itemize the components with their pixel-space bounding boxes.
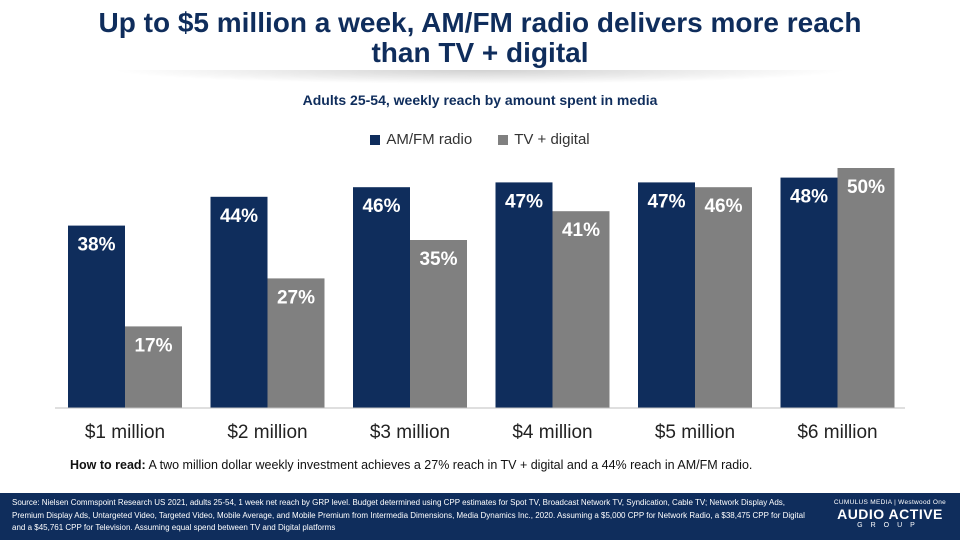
data-label-amfm-3: 46% (362, 196, 400, 217)
data-label-tv-digital-4: 41% (562, 220, 600, 241)
chart-legend: AM/FM radio TV + digital (0, 131, 960, 148)
bar-tv-digital-3 (410, 240, 467, 408)
chart-subtitle: Adults 25-54, weekly reach by amount spe… (302, 92, 658, 108)
title-line-1: Up to $5 million a week, AM/FM radio del… (98, 7, 862, 38)
data-label-tv-digital-2: 27% (277, 287, 315, 308)
logo-main-text: AUDIO ACTIVE (837, 506, 943, 522)
x-tick-label-2: $2 million (227, 422, 307, 443)
bar-tv-digital-4 (552, 211, 610, 408)
source-note: Source: Nielsen Commspoint Research US 2… (12, 498, 805, 532)
legend-swatch-tv-digital (498, 134, 509, 145)
page-title: Up to $5 million a week, AM/FM radio del… (0, 8, 960, 68)
legend-item-tv-digital: TV + digital (498, 131, 590, 148)
x-tick-label-3: $3 million (370, 422, 450, 443)
data-label-amfm-5: 47% (647, 191, 685, 212)
title-line-2: than TV + digital (371, 37, 589, 68)
legend-item-amfm: AM/FM radio (370, 131, 472, 148)
data-label-amfm-2: 44% (220, 206, 258, 227)
how-to-read-text: A two million dollar weekly investment a… (145, 458, 753, 472)
legend-label-amfm: AM/FM radio (386, 131, 473, 148)
data-label-amfm-1: 38% (77, 235, 115, 256)
bar-tv-digital-2 (267, 278, 325, 408)
legend-swatch-amfm (370, 134, 381, 145)
x-tick-label-6: $6 million (797, 422, 877, 443)
data-label-tv-digital-5: 46% (704, 196, 742, 217)
bar-amfm-6 (780, 177, 838, 408)
logo-sub-text: GROUP (857, 522, 923, 529)
bar-tv-digital-5 (695, 187, 752, 408)
bar-tv-digital-1 (125, 326, 182, 408)
data-label-amfm-6: 48% (790, 187, 828, 208)
data-label-tv-digital-6: 50% (847, 177, 885, 198)
bar-amfm-1 (68, 225, 125, 408)
bar-amfm-5 (638, 182, 695, 408)
legend-label-tv-digital: TV + digital (514, 131, 590, 148)
how-to-read-lead: How to read: (70, 458, 146, 472)
logo-top-text: CUMULUS MEDIA | Westwood One (833, 499, 947, 506)
title-shadow (110, 70, 850, 84)
bar-amfm-2 (210, 196, 268, 408)
audio-active-group-logo: CUMULUS MEDIA | Westwood One AUDIO ACTIV… (830, 499, 950, 529)
bar-tv-digital-6 (837, 168, 895, 408)
bar-amfm-3 (353, 187, 410, 408)
data-label-tv-digital-3: 35% (419, 249, 457, 270)
data-label-tv-digital-1: 17% (134, 335, 172, 356)
data-label-amfm-4: 47% (505, 191, 543, 212)
bar-amfm-4 (495, 182, 553, 408)
x-tick-label-1: $1 million (85, 422, 165, 443)
x-tick-label-5: $5 million (655, 422, 735, 443)
how-to-read: How to read: A two million dollar weekly… (70, 458, 950, 472)
x-tick-label-4: $4 million (512, 422, 592, 443)
footer-bar: Source: Nielsen Commspoint Research US 2… (0, 493, 960, 540)
